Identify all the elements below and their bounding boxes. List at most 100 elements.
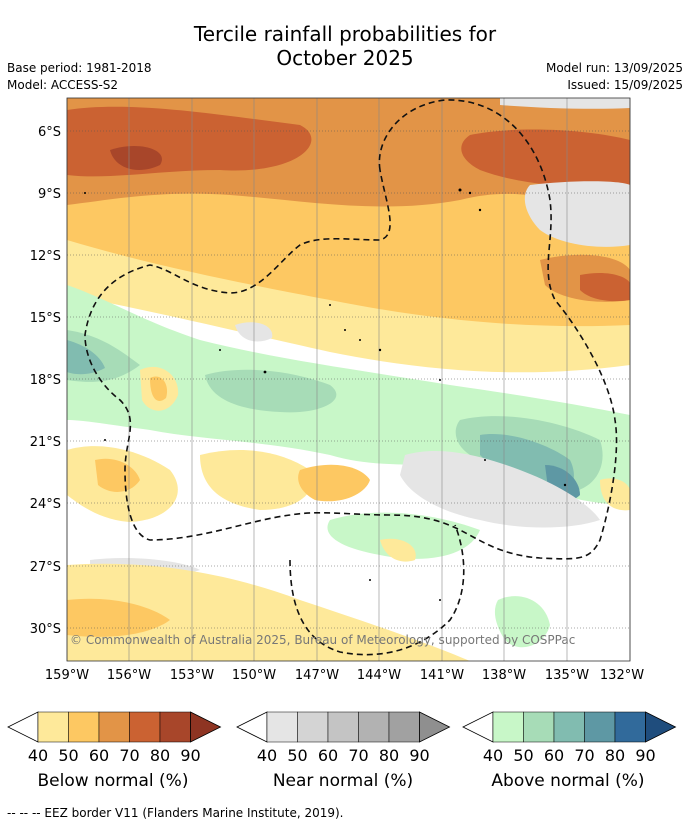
colorbar-swatch <box>492 711 524 743</box>
colorbar-tick-label: 60 <box>89 746 109 765</box>
lat-label: 30°S <box>30 622 61 637</box>
lon-label: 156°W <box>107 668 151 683</box>
lon-label: 135°W <box>545 668 589 683</box>
near-normal-label: Near normal (%) <box>272 771 414 791</box>
meta-right: Model run: 13/09/2025 Issued: 15/09/2025 <box>546 60 683 94</box>
title-line-2: October 2025 <box>276 46 414 70</box>
colorbar-tick-label: 90 <box>409 746 429 765</box>
colorbar-tick-label: 80 <box>150 746 170 765</box>
lat-label: 18°S <box>30 373 61 388</box>
colorbar-tick-label: 80 <box>605 746 625 765</box>
colorbar-min-triangle <box>236 711 268 743</box>
colorbar-swatch <box>266 711 298 743</box>
title-line-1: Tercile rainfall probabilities for <box>193 22 497 46</box>
colorbar-tick-label: 50 <box>513 746 533 765</box>
below-60-mid <box>298 464 370 502</box>
below-80-patch-2 <box>461 129 630 187</box>
below-50-s <box>67 563 470 661</box>
colorbar-swatch <box>358 711 390 743</box>
near-40-top <box>500 98 630 109</box>
colorbar-max-triangle <box>419 711 451 743</box>
below-80-patch-east <box>580 272 630 302</box>
above-normal-label: Above normal (%) <box>491 771 645 791</box>
lat-label: 24°S <box>30 497 61 512</box>
lat-label: 12°S <box>30 249 61 264</box>
below-50-patch-4 <box>600 478 630 511</box>
colorbar-tick-label: 90 <box>180 746 200 765</box>
colorbar-tick-label: 40 <box>483 746 503 765</box>
islands <box>84 188 567 601</box>
colorbar-swatch <box>584 711 616 743</box>
colorbar-min-triangle <box>7 711 39 743</box>
colorbar-min-triangle <box>462 711 494 743</box>
lon-labels: 159°W 156°W 153°W 150°W 147°W 144°W 141°… <box>45 668 644 683</box>
above-colorbar: 40 50 60 70 80 90 <box>462 711 677 765</box>
colorbar-tick-label: 60 <box>544 746 564 765</box>
below-50-band <box>67 240 630 373</box>
below-normal-label: Below normal (%) <box>37 771 189 791</box>
meta-left: Base period: 1981-2018 Model: ACCESS-S2 <box>7 60 152 94</box>
colorbar-tick-label: 60 <box>318 746 338 765</box>
colorbar-tick-label: 70 <box>119 746 139 765</box>
colorbars: 40 50 60 70 80 90 40 50 60 70 80 90 40 50 60 70 80 90 <box>7 711 677 765</box>
colorbar-swatch <box>68 711 100 743</box>
eez-footer-note: -- -- -- EEZ border V11 (Flanders Marine… <box>7 806 344 820</box>
colorbar-swatch <box>98 711 130 743</box>
below-60-s <box>67 598 170 637</box>
near-colorbar: 40 50 60 70 80 90 <box>236 711 451 765</box>
colorbar-swatch <box>553 711 585 743</box>
colorbar-swatch <box>327 711 359 743</box>
lat-label: 15°S <box>30 311 61 326</box>
model-name: Model: ACCESS-S2 <box>7 78 119 92</box>
colorbar-tick-label: 80 <box>379 746 399 765</box>
near-40-patch-w <box>235 322 273 342</box>
below-colorbar: 40 50 60 70 80 90 <box>7 711 222 765</box>
colorbar-swatch <box>614 711 646 743</box>
lon-label: 141°W <box>420 668 464 683</box>
colorbar-swatch <box>159 711 191 743</box>
colorbar-tick-label: 70 <box>348 746 368 765</box>
colorbar-swatch <box>523 711 555 743</box>
lon-label: 153°W <box>170 668 214 683</box>
above-60-west <box>67 340 105 375</box>
above-40-se <box>494 596 550 648</box>
colorbar-tick-label: 50 <box>287 746 307 765</box>
colorbar-tick-label: 70 <box>574 746 594 765</box>
colorbar-swatch <box>37 711 69 743</box>
colorbar-tick-label: 90 <box>635 746 655 765</box>
colorbar-tick-label: 40 <box>257 746 277 765</box>
model-run: Model run: 13/09/2025 <box>545 61 683 75</box>
near-40-mideast <box>400 450 600 528</box>
probability-field <box>67 98 630 661</box>
lon-label: 132°W <box>600 668 644 683</box>
grid <box>67 130 630 629</box>
below-60-patch-2 <box>150 376 168 401</box>
eez-borders <box>84 99 618 656</box>
lon-label: 144°W <box>357 668 401 683</box>
colorbar-swatch <box>129 711 161 743</box>
colorbar-swatch <box>388 711 420 743</box>
lon-label: 147°W <box>295 668 339 683</box>
colorbar-swatch <box>297 711 329 743</box>
colorbar-tick-label: 50 <box>58 746 78 765</box>
lat-label: 21°S <box>30 435 61 450</box>
colorbar-max-triangle <box>190 711 222 743</box>
map-frame <box>66 97 631 662</box>
lat-labels: 6°S 9°S 12°S 15°S 18°S 21°S 24°S 27°S 30… <box>30 125 61 637</box>
page-title: Tercile rainfall probabilities for Octob… <box>0 22 690 70</box>
near-40-ne <box>524 181 630 247</box>
copyright-notice: © Commonwealth of Australia 2025, Bureau… <box>70 633 576 647</box>
issued-date: Issued: 15/09/2025 <box>567 78 683 92</box>
below-50-patch-3 <box>380 538 416 562</box>
lat-label: 6°S <box>38 125 61 140</box>
map-figure: 6°S 9°S 12°S 15°S 18°S 21°S 24°S 27°S 30… <box>7 97 677 765</box>
lon-label: 159°W <box>45 668 89 683</box>
lon-label: 150°W <box>232 668 276 683</box>
colorbar-tick-label: 40 <box>28 746 48 765</box>
colorbar-max-triangle <box>645 711 677 743</box>
lat-label: 27°S <box>30 560 61 575</box>
above-50-mid <box>205 369 337 413</box>
base-period: Base period: 1981-2018 <box>7 61 152 75</box>
lon-label: 138°W <box>482 668 526 683</box>
lat-label: 9°S <box>38 187 61 202</box>
